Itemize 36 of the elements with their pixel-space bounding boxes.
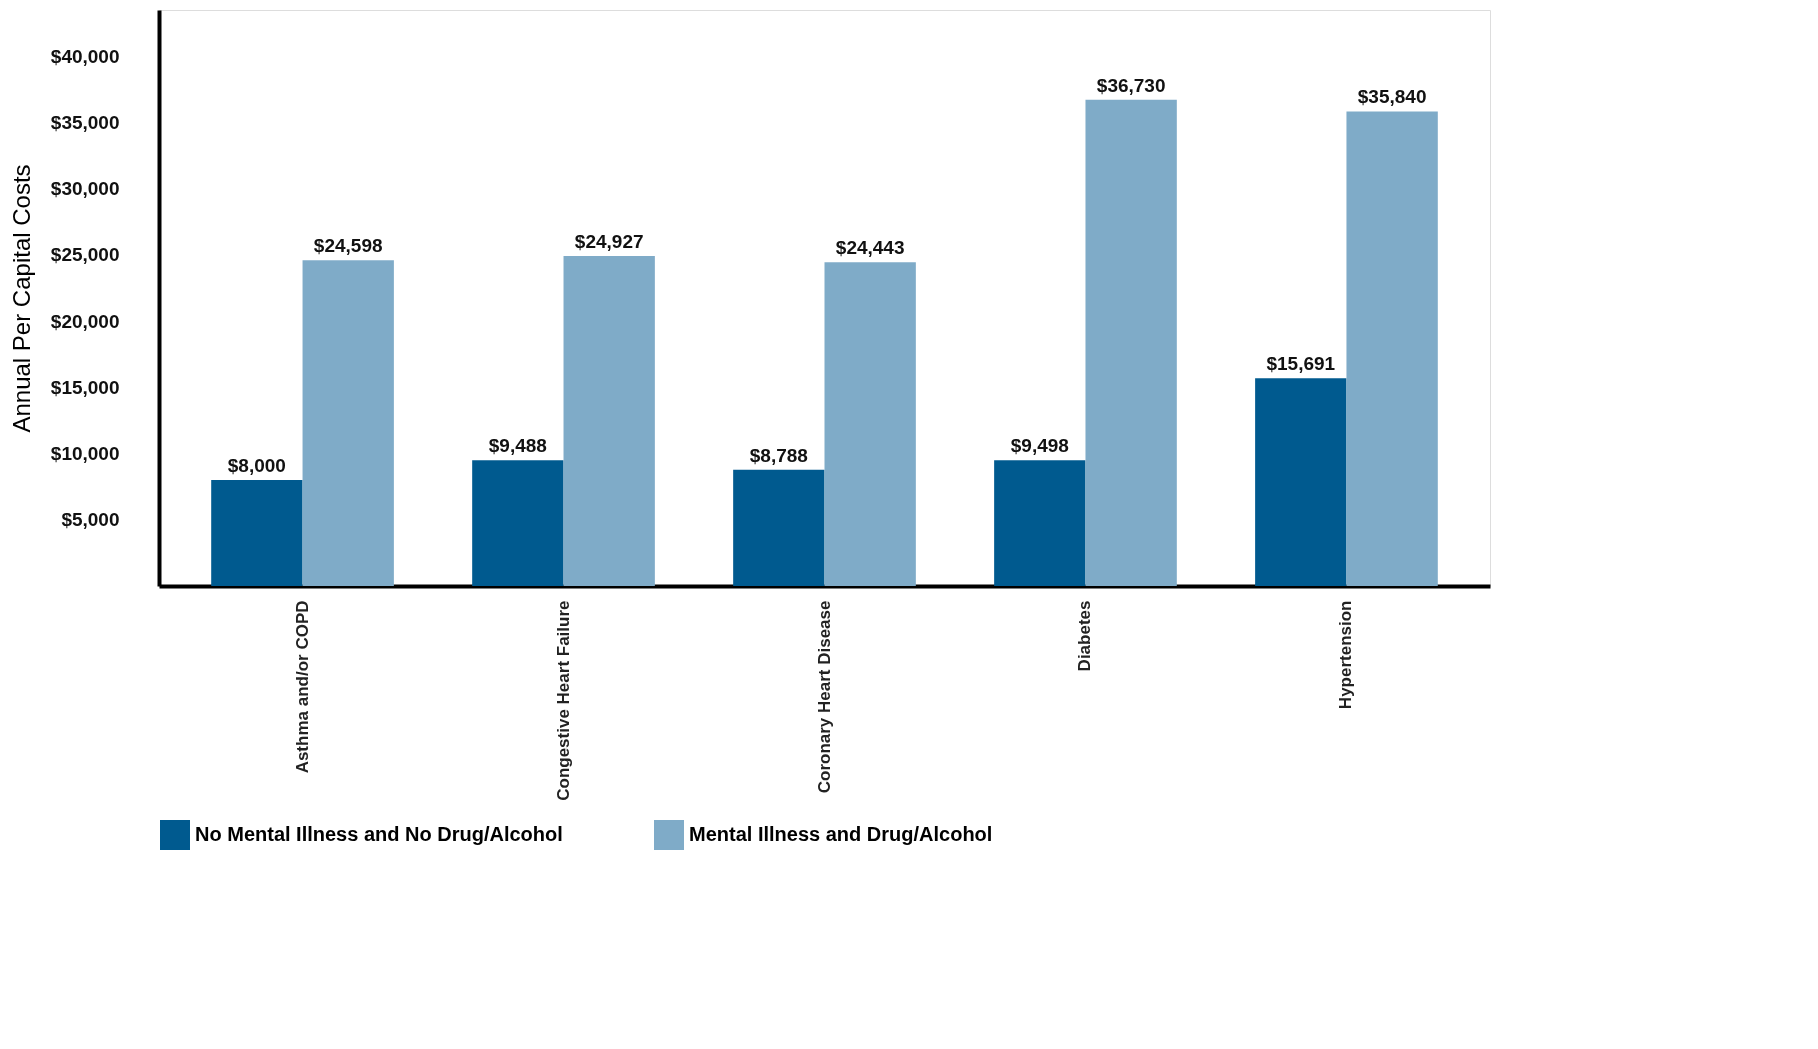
bar (302, 260, 394, 586)
data-label: $15,691 (1266, 353, 1336, 375)
y-tick-label: $15,000 (50, 376, 120, 398)
data-label: $9,488 (488, 435, 547, 457)
x-tick-label: Diabetes (1075, 600, 1095, 672)
y-tick-label: $30,000 (50, 178, 120, 200)
x-tick-label: Coronary Heart Disease (814, 600, 834, 794)
data-label: $35,840 (1357, 86, 1427, 108)
x-tick-label: Asthma and/or COPD (292, 600, 312, 774)
y-tick-label: $10,000 (50, 443, 120, 465)
data-label: $8,788 (749, 444, 808, 466)
bar (994, 460, 1086, 586)
data-label: $24,443 (835, 237, 905, 259)
data-label: $24,927 (574, 230, 644, 252)
y-tick-label: $20,000 (50, 310, 120, 332)
data-label: $9,498 (1010, 435, 1069, 457)
bar (1085, 99, 1177, 586)
bar (472, 460, 564, 586)
bar (563, 255, 655, 586)
bar (211, 480, 303, 586)
data-label: $8,000 (227, 455, 286, 477)
bar (824, 262, 916, 586)
x-tick-label: Congestive Heart Failure (553, 600, 573, 801)
legend-label: Mental Illness and Drug/Alcohol (689, 823, 993, 845)
bar (733, 469, 825, 586)
legend-label: No Mental Illness and No Drug/Alcohol (195, 823, 563, 845)
bar (1255, 378, 1347, 586)
data-label: $24,598 (313, 235, 383, 257)
y-axis-title: Annual Per Capital Costs (7, 164, 35, 433)
y-tick-label: $35,000 (50, 112, 120, 134)
y-tick-label: $40,000 (50, 45, 120, 67)
x-tick-label: Hypertension (1336, 600, 1356, 710)
data-label: $36,730 (1096, 74, 1166, 96)
bar (1346, 111, 1438, 586)
y-tick-label: $25,000 (50, 244, 120, 266)
y-tick-label: $5,000 (61, 509, 120, 531)
